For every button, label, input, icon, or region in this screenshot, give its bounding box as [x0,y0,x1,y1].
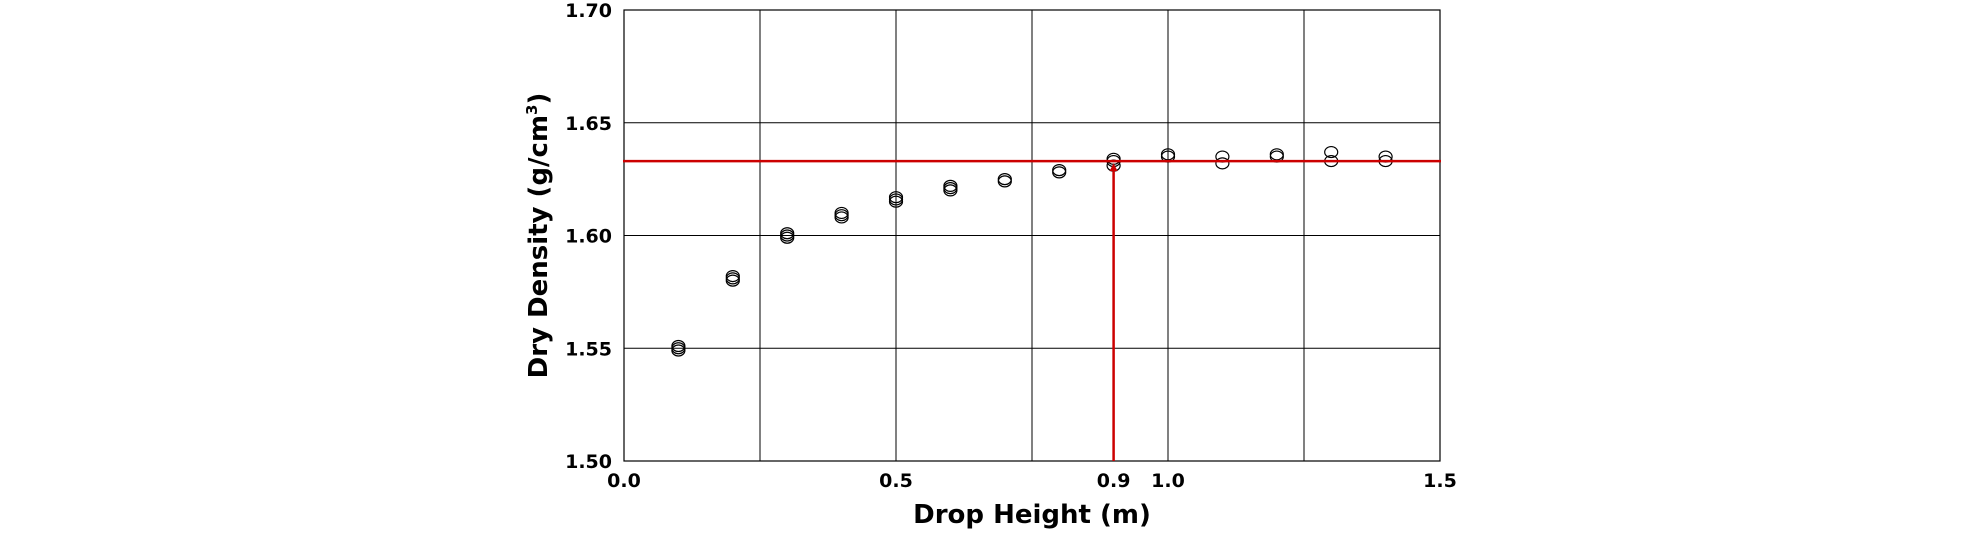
data-point [671,339,686,353]
y-axis-title-superscript: 3 [523,105,541,115]
y-tick-labels: 1.50 1.55 1.60 1.65 1.70 [565,0,612,473]
x-tick-label: 0.9 [1097,470,1131,492]
y-axis-title: Dry Density (g/cm3) [523,93,554,379]
data-point [943,182,958,195]
data-point [943,179,958,192]
grid-lines [624,10,1440,461]
data-point [834,209,849,222]
data-point [1052,166,1067,179]
x-axis-title: Drop Height (m) [913,500,1151,530]
plot-area-frame [623,9,1441,462]
y-tick-label: 1.65 [565,113,612,135]
data-point [1106,152,1121,165]
data-point [834,206,849,220]
reference-lines [623,159,1441,461]
data-point [1052,164,1067,177]
x-tick-labels: 0.0 0.5 0.9 1.0 1.5 [607,470,1457,492]
x-tick-label: 1.0 [1151,470,1185,492]
data-point [1215,157,1230,170]
y-tick-label: 1.50 [565,451,612,473]
data-point [1160,148,1176,161]
data-point [725,272,740,285]
y-tick-label: 1.60 [565,226,612,248]
data-point [1324,145,1339,159]
data-point [780,227,795,240]
x-tick-label: 1.5 [1423,470,1457,492]
data-point [725,269,740,283]
y-tick-label: 1.70 [565,0,612,22]
y-tick-label: 1.55 [565,338,612,360]
reference-arrow-head [1109,163,1118,172]
data-point [888,191,904,204]
data-point [997,173,1012,186]
y-axis-title-close: ) [524,93,554,105]
data-point [997,175,1012,188]
data-points [671,145,1393,357]
y-axis-title-main: Dry Density (g/cm [524,115,554,378]
data-point [1269,148,1284,161]
x-tick-label: 0.5 [879,470,913,492]
x-tick-label: 0.0 [607,470,641,492]
